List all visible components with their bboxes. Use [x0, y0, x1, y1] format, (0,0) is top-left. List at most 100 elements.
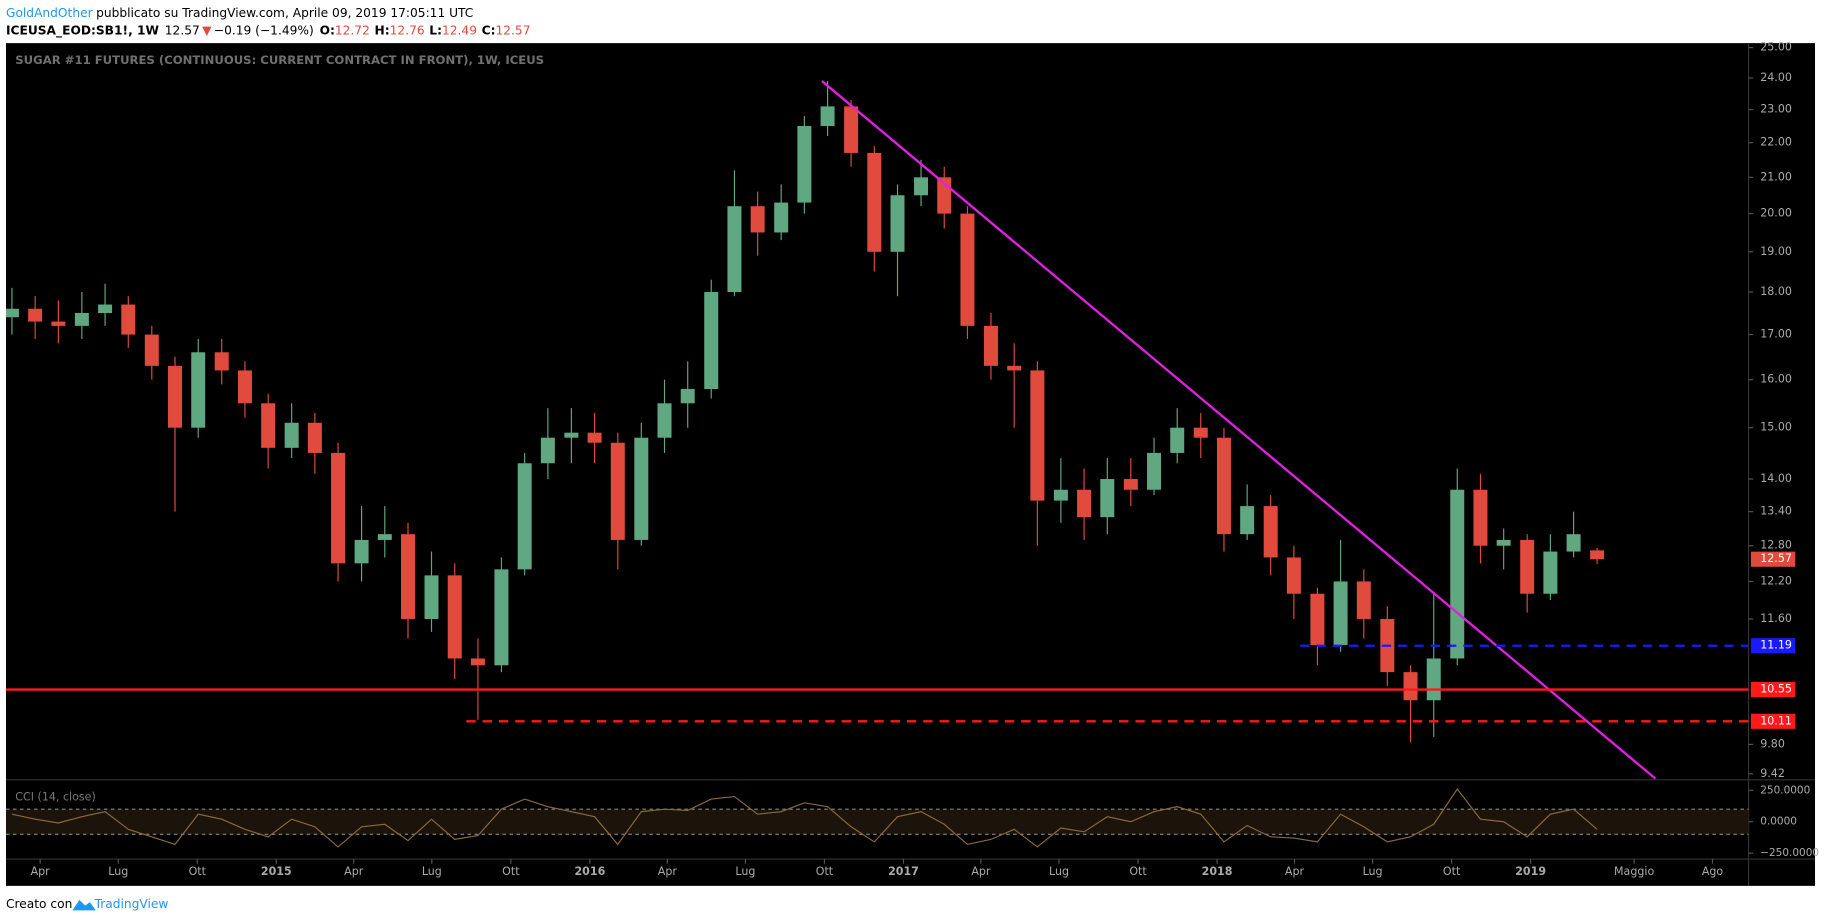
ohlc-label: L:: [429, 23, 442, 37]
y-tick-label: 20.00: [1760, 207, 1792, 220]
candle-body: [1286, 557, 1301, 594]
candle-body: [1240, 506, 1255, 535]
symbol-line: ICEUSA_EOD:SB1!, 1W 12.57 ▼ −0.19 (−1.49%) O…: [6, 23, 530, 38]
cci-line: [11, 788, 1598, 848]
y-tick-label: 250.0000: [1760, 784, 1810, 796]
y-tick-label: 12.20: [1760, 574, 1792, 587]
x-tick-label: 2018: [1202, 865, 1233, 878]
candle-body: [1450, 489, 1465, 659]
author[interactable]: GoldAndOther: [6, 5, 94, 19]
candle-body: [844, 106, 859, 153]
candle-body: [1356, 581, 1371, 619]
candle-body: [983, 325, 998, 366]
x-tick-label: Ott: [1129, 865, 1147, 878]
candle-body: [634, 437, 649, 540]
candle-body: [5, 308, 19, 318]
published: pubblicato su TradingView.com, Aprile 09…: [96, 5, 473, 19]
candle-body: [727, 206, 742, 293]
candle-body: [680, 389, 695, 404]
candle-body: [890, 195, 905, 252]
x-tick-label: Apr: [971, 865, 991, 878]
last-price-badge: [1750, 551, 1796, 567]
candle-body: [1520, 539, 1535, 594]
x-tick-label: 2017: [888, 865, 919, 878]
y-tick-label: 15.00: [1760, 421, 1792, 434]
candle-body: [1216, 437, 1231, 535]
candle-body: [1543, 551, 1558, 594]
y-tick-label: −250.0000: [1760, 847, 1819, 859]
candle-body: [1053, 489, 1068, 501]
ohlc-label: H:: [375, 23, 390, 37]
brand[interactable]: TradingView: [94, 897, 169, 911]
header-line: GoldAndOther pubblicato su TradingView.co…: [6, 5, 473, 19]
y-tick-label: 11.60: [1760, 612, 1792, 625]
x-tick-label: 2015: [261, 865, 292, 878]
x-tick-label: 2019: [1515, 865, 1546, 878]
candle-body: [1030, 370, 1045, 501]
price-badge: [1750, 713, 1796, 729]
candle-body: [704, 292, 719, 390]
y-tick-label: 22.00: [1760, 136, 1792, 149]
candle-body: [191, 352, 206, 428]
y-tick-label: 18.00: [1760, 285, 1792, 298]
symbol: ICEUSA_EOD:SB1!, 1W: [6, 23, 159, 38]
x-tick-label: Lug: [422, 865, 442, 878]
candle-body: [750, 206, 765, 233]
candle-body: [797, 125, 812, 203]
x-tick-label: Ago: [1702, 865, 1724, 878]
y-tick-label: 0.0000: [1760, 816, 1797, 828]
y-tick-label: 17.00: [1760, 328, 1792, 341]
last-price-label: 12.57: [1760, 552, 1792, 565]
x-tick-label: Ott: [1443, 865, 1461, 878]
candle-body: [307, 422, 322, 453]
price-badge-label: 10.11: [1760, 714, 1792, 727]
candle-body: [1170, 427, 1185, 453]
x-tick-label: Ott: [816, 865, 834, 878]
ohlc-label: O:: [320, 23, 335, 37]
candle-body: [540, 437, 555, 464]
candle-body: [494, 569, 509, 666]
candle-body: [401, 534, 415, 619]
candle-body: [284, 422, 299, 448]
ohlc-value: 12.72: [335, 23, 370, 37]
y-tick-label: 9.80: [1760, 737, 1785, 750]
candle-body: [1333, 581, 1348, 646]
chart-title: SUGAR #11 FUTURES (CONTINUOUS: CURRENT C…: [15, 53, 544, 67]
y-tick-label: 23.00: [1760, 103, 1792, 116]
last-price: 12.57: [165, 23, 200, 37]
candle-body: [1403, 672, 1418, 701]
candle-body: [121, 304, 136, 335]
candle-body: [98, 304, 113, 313]
ohlc-value: 12.49: [442, 23, 477, 37]
ohlc-label: C:: [482, 23, 496, 37]
candle-body: [820, 106, 835, 126]
brand-logo[interactable]: [72, 899, 96, 911]
chart-background: [5, 43, 1816, 886]
candle-body: [517, 463, 532, 570]
x-tick-label: Lug: [735, 865, 755, 878]
x-tick-label: 2016: [574, 865, 605, 878]
x-tick-label: Apr: [658, 865, 678, 878]
y-tick-label: 13.40: [1760, 505, 1792, 518]
trendline: [821, 80, 1657, 780]
cci-band: [5, 809, 1749, 835]
x-tick-label: Apr: [1285, 865, 1305, 878]
price-badge: [1750, 681, 1796, 698]
change: −0.19 (−1.49%): [214, 23, 314, 37]
x-tick-label: Ott: [502, 865, 520, 878]
x-tick-label: Lug: [1363, 865, 1383, 878]
candle-body: [1496, 539, 1511, 546]
down-arrow: ▼: [202, 23, 212, 37]
candle-body: [610, 442, 625, 540]
candle-body: [1100, 479, 1115, 518]
candle-body: [1263, 506, 1278, 558]
x-tick-label: Apr: [31, 865, 51, 878]
candle-body: [914, 177, 929, 196]
candle-body: [377, 534, 392, 540]
y-tick-label: 14.00: [1760, 472, 1792, 485]
price-badge: [1750, 638, 1796, 654]
candle-body: [354, 539, 369, 564]
y-tick-label: 24.00: [1760, 71, 1792, 84]
